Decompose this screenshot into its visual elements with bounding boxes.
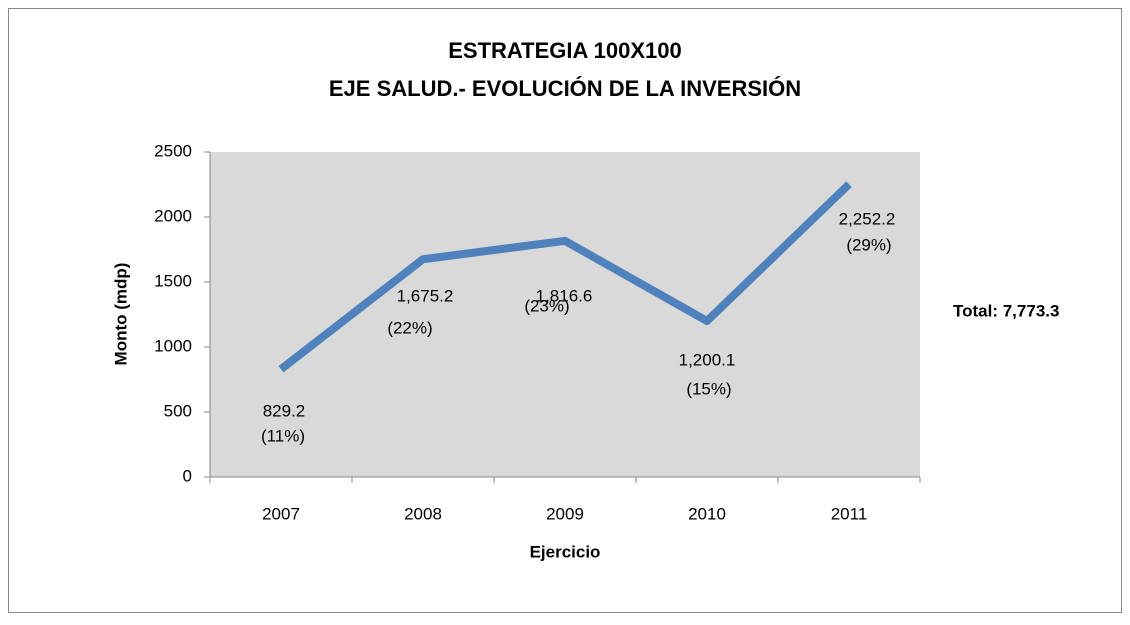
data-label: 1,816.6 — [536, 286, 593, 305]
x-tick-label: 2008 — [404, 504, 442, 523]
data-label: 1,200.1 — [679, 350, 736, 369]
x-tick-label: 2009 — [546, 504, 584, 523]
chart-subtitle: EJE SALUD.- EVOLUCIÓN DE LA INVERSIÓN — [329, 76, 801, 101]
y-tick-label: 2000 — [154, 206, 192, 225]
y-axis-title: Monto (mdp) — [111, 263, 130, 366]
x-axis-title: Ejercicio — [530, 542, 601, 561]
percent-label: (15%) — [686, 379, 731, 398]
percent-label: (11%) — [261, 427, 305, 446]
chart-title: ESTRATEGIA 100X100 — [448, 38, 682, 63]
data-label: 2,252.2 — [839, 210, 896, 229]
y-tick-label: 0 — [183, 466, 192, 485]
percent-label: (29%) — [846, 236, 891, 255]
data-label: 829.2 — [263, 402, 306, 421]
x-tick-label: 2011 — [831, 504, 868, 523]
total-annotation: Total: 7,773.3 — [953, 301, 1059, 320]
percent-label: (23%) — [524, 296, 569, 315]
y-tick-label: 2500 — [154, 141, 192, 160]
data-label: 1,675.2 — [397, 287, 454, 306]
x-tick-label: 2010 — [688, 504, 726, 523]
y-tick-label: 1500 — [154, 271, 192, 290]
y-tick-label: 500 — [164, 401, 192, 420]
percent-label: (22%) — [387, 319, 432, 338]
data-line — [278, 181, 852, 373]
plot-area — [210, 152, 920, 477]
x-tick-label: 2007 — [262, 504, 300, 523]
y-tick-label: 1000 — [154, 336, 192, 355]
